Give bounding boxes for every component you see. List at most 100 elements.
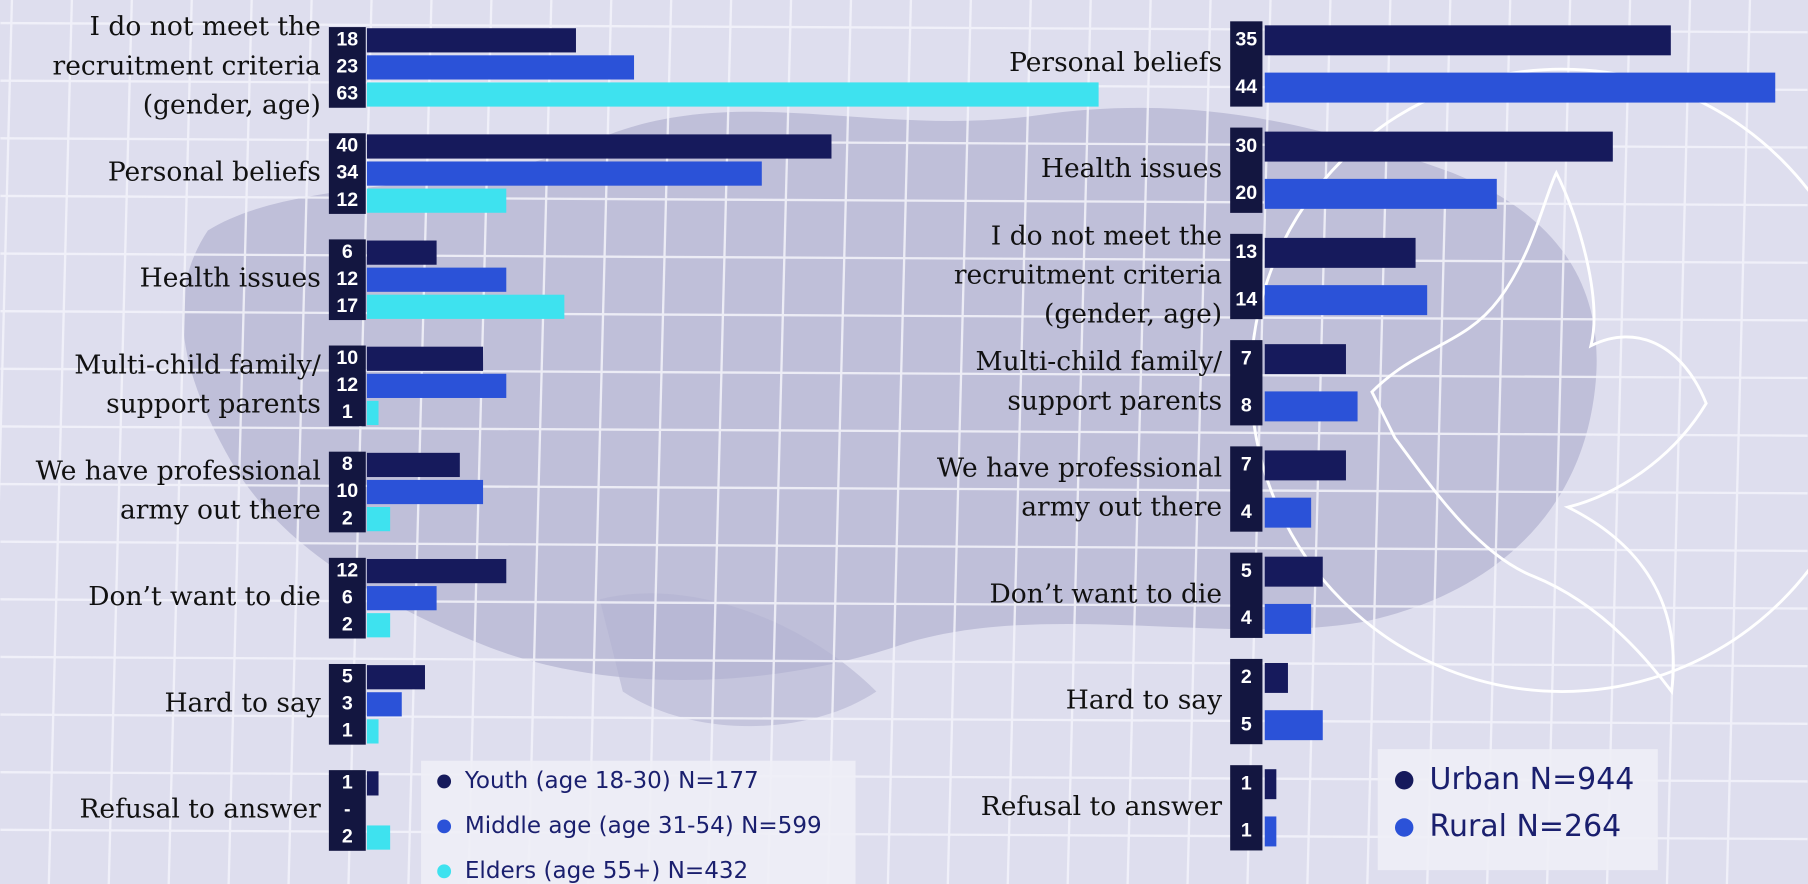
- category-label: We have professional army out there: [937, 452, 1222, 522]
- bar: [366, 55, 635, 80]
- bar: [366, 161, 762, 186]
- bar: [366, 719, 379, 744]
- bar: [366, 452, 460, 478]
- value-label: 2: [342, 826, 353, 848]
- value-label: 1: [342, 772, 353, 794]
- value-label: 18: [336, 29, 358, 51]
- bar: [366, 28, 576, 53]
- bar: [366, 586, 437, 611]
- category-label: Hard to say: [164, 687, 320, 718]
- value-label: 12: [336, 374, 358, 396]
- value-label: 6: [342, 241, 353, 263]
- bar: [366, 825, 391, 850]
- bg-grid: [227, 0, 253, 884]
- bg-grid: [0, 482, 1808, 495]
- legend-label: Rural N=264: [1430, 809, 1622, 844]
- bar: [366, 479, 484, 505]
- bg-grid: [0, 540, 1808, 553]
- bar: [1264, 603, 1312, 634]
- value-box: [328, 133, 366, 214]
- value-label: 12: [336, 268, 358, 290]
- bar: [366, 692, 402, 717]
- value-label: 12: [336, 559, 358, 581]
- value-box: [1230, 446, 1263, 532]
- bg-grid: [0, 252, 1808, 264]
- bar: [366, 346, 484, 371]
- bg-grid: [47, 0, 74, 884]
- bar: [366, 134, 832, 159]
- bar: [1264, 769, 1277, 800]
- value-box: [328, 451, 366, 533]
- bar: [1264, 391, 1358, 422]
- value-label: 10: [336, 347, 358, 369]
- value-box: [1230, 21, 1263, 107]
- bg-grid: [0, 713, 1808, 725]
- bg-grid: [1186, 0, 1212, 884]
- bar: [1264, 497, 1312, 528]
- value-label: 7: [1241, 454, 1252, 476]
- bg-grid: [0, 598, 1808, 610]
- value-box: [1230, 552, 1263, 638]
- value-label: 2: [342, 507, 353, 529]
- bg-grid: [287, 0, 313, 884]
- bar: [366, 373, 507, 398]
- value-label: 1: [1241, 820, 1252, 842]
- category-label: Refusal to answer: [79, 793, 321, 824]
- value-label: 30: [1235, 135, 1257, 157]
- value-label: 35: [1235, 29, 1257, 51]
- value-label: 5: [1241, 560, 1252, 582]
- value-box: [328, 345, 366, 427]
- bg-grid: [0, 0, 14, 502]
- bg-grid: [1006, 0, 1032, 884]
- value-label: -: [344, 799, 351, 821]
- category-label: I do not meet the recruitment criteria (ge…: [53, 11, 321, 120]
- value-label: 13: [1235, 241, 1257, 263]
- value-box: [1230, 340, 1263, 426]
- value-label: 2: [342, 613, 353, 635]
- value-label: 12: [336, 189, 358, 211]
- value-label: 63: [336, 83, 358, 105]
- bg-grid: [0, 367, 1808, 380]
- bar: [366, 267, 507, 292]
- legend-right: [1377, 749, 1658, 871]
- category-label: Multi-child family/support parents: [74, 349, 321, 419]
- bar: [1264, 178, 1497, 209]
- category-label: I do not meet the recruitment criteria (ge…: [954, 220, 1222, 329]
- value-label: 4: [1241, 607, 1252, 629]
- bg-grid: [886, 0, 913, 884]
- value-box: [1230, 765, 1263, 851]
- value-label: 10: [336, 480, 358, 502]
- bar: [1264, 450, 1346, 481]
- bg-grid: [167, 0, 193, 884]
- category-label: Health issues: [1041, 153, 1222, 184]
- bar: [366, 188, 507, 213]
- value-label: 23: [336, 56, 358, 78]
- legend-label: Youth (age 18-30) N=177: [464, 768, 759, 794]
- value-label: 1: [342, 401, 353, 423]
- category-label: Hard to say: [1066, 685, 1222, 716]
- bg-grid: [107, 0, 133, 884]
- bar: [1264, 710, 1323, 741]
- bg-grid: [0, 655, 1808, 668]
- legend-marker: [437, 774, 452, 789]
- value-box: [1230, 233, 1263, 320]
- bar: [1264, 131, 1613, 162]
- legend-label: Urban N=944: [1430, 762, 1635, 797]
- value-label: 8: [1241, 395, 1252, 417]
- value-box: [328, 770, 366, 851]
- value-box: [1230, 658, 1263, 745]
- value-box: [328, 663, 366, 745]
- bar: [366, 400, 379, 426]
- bar: [366, 558, 507, 584]
- legend-left: [421, 760, 856, 884]
- bar: [366, 507, 391, 532]
- value-box: [1230, 127, 1263, 213]
- bar: [366, 665, 425, 690]
- bar: [1264, 556, 1323, 587]
- value-label: 7: [1241, 347, 1252, 369]
- bar: [366, 771, 379, 796]
- value-box: [328, 557, 366, 639]
- legend-marker: [437, 819, 452, 834]
